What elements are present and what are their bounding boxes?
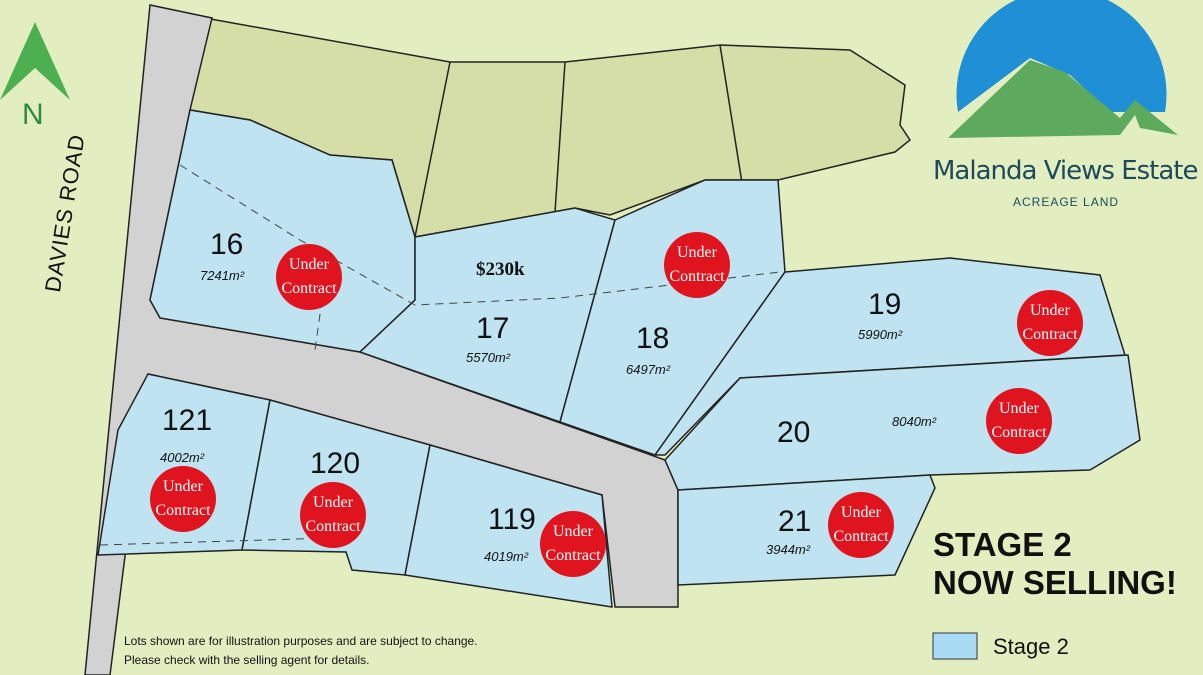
- under-contract-badge: Under Contract: [540, 511, 606, 577]
- lot-area: 4019m²: [484, 549, 529, 564]
- under-contract-badge: Under Contract: [1017, 290, 1083, 356]
- lot-area: 5990m²: [858, 327, 903, 342]
- lot-area: 6497m²: [626, 362, 671, 377]
- lot-area: 3944m²: [766, 542, 811, 557]
- lot-number: 120: [310, 447, 361, 480]
- logo-title: Malanda Views Estate: [933, 156, 1199, 186]
- legend-swatch: [932, 632, 978, 660]
- disclaimer-line-2: Please check with the selling agent for …: [124, 653, 370, 667]
- headline-line-2: NOW SELLING!: [933, 564, 1177, 601]
- under-contract-badge: Under Contract: [828, 492, 894, 558]
- lot-price: $230k: [476, 259, 525, 280]
- north-label: N: [22, 98, 44, 131]
- under-contract-badge: Under Contract: [276, 244, 342, 310]
- logo-icon: [948, 0, 1178, 138]
- lot-number: 18: [636, 322, 670, 355]
- disclaimer-line-1: Lots shown are for illustration purposes…: [124, 634, 478, 648]
- lot-number: 121: [162, 404, 213, 437]
- lot-number: 21: [778, 505, 812, 538]
- headline-line-1: STAGE 2: [933, 526, 1072, 563]
- lot-121-shape: [97, 373, 271, 556]
- lot-number: 119: [488, 503, 536, 536]
- lot-number: 17: [476, 312, 510, 345]
- lot-number: 19: [868, 288, 902, 321]
- lot-area: 7241m²: [200, 268, 245, 283]
- north-arrow-icon: [0, 22, 70, 100]
- under-contract-badge: Under Contract: [300, 482, 366, 548]
- logo-subtitle: ACREAGE LAND: [1013, 195, 1120, 209]
- lot-number: 16: [210, 228, 244, 261]
- under-contract-badge: Under Contract: [986, 388, 1052, 454]
- lot-area: 5570m²: [466, 350, 511, 365]
- under-contract-badge: Under Contract: [150, 466, 216, 532]
- legend-label: Stage 2: [993, 634, 1069, 659]
- under-contract-badge: Under Contract: [664, 232, 730, 298]
- lot-number: 20: [777, 416, 811, 449]
- lot-area: 4002m²: [160, 450, 205, 465]
- lot-area: 8040m²: [892, 414, 937, 429]
